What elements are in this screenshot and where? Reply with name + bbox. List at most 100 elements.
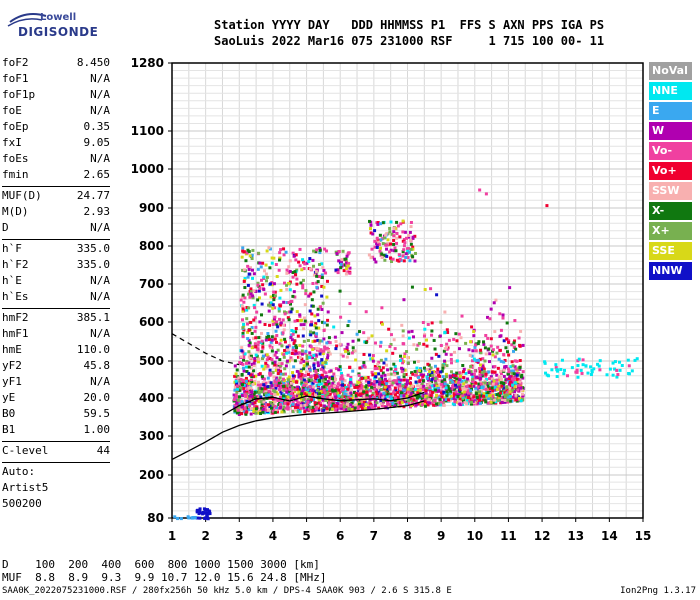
echo-point (367, 380, 371, 384)
echo-point (273, 360, 277, 364)
param-name: hmF1 (2, 327, 29, 340)
param-value: 45.8 (83, 359, 111, 372)
echo-point (314, 269, 318, 273)
echo-point (488, 352, 492, 356)
echo-point (389, 342, 393, 346)
echo-point (427, 401, 431, 405)
echo-point (323, 321, 327, 325)
echo-point (326, 353, 330, 357)
param-name: foEp (2, 120, 29, 133)
echo-point (288, 269, 292, 273)
echo-point (452, 397, 456, 401)
x-tick-label: 2 (201, 529, 209, 543)
echo-point (511, 383, 515, 387)
echo-point (333, 392, 337, 396)
echo-point (449, 357, 453, 361)
echo-point (380, 252, 384, 256)
echo-point (398, 385, 402, 389)
y-tick-label: 1000 (131, 162, 164, 176)
echo-point (247, 267, 251, 271)
echo-point (407, 235, 411, 239)
echo-point (292, 290, 296, 294)
echo-point (261, 410, 265, 414)
echo-point (294, 327, 298, 331)
echo-point (236, 408, 240, 412)
echo-point (447, 387, 451, 391)
echo-point (255, 394, 259, 398)
echo-point (341, 354, 345, 358)
echo-point (286, 316, 290, 320)
echo-point (310, 398, 314, 402)
echo-point (503, 395, 507, 399)
echo-point (293, 352, 297, 356)
param-row: h`F 335.0 (2, 242, 110, 258)
echo-point (407, 330, 411, 334)
echo-point (437, 373, 441, 377)
echo-point (389, 256, 393, 260)
echo-point (471, 377, 475, 381)
echo-point (371, 382, 375, 386)
echo-point (340, 258, 344, 262)
echo-point (627, 372, 631, 376)
echo-point (291, 348, 295, 352)
echo-point (420, 403, 424, 407)
echo-point (521, 398, 525, 402)
echo-point (326, 348, 330, 352)
echo-point (239, 386, 243, 390)
echo-point (513, 339, 517, 343)
echo-point (300, 268, 304, 272)
echo-point (373, 364, 377, 368)
echo-point (290, 351, 294, 355)
echo-point (274, 350, 278, 354)
echo-point (270, 358, 274, 362)
echo-point (482, 367, 486, 371)
echo-point (259, 395, 263, 399)
echo-point (316, 347, 320, 351)
echo-point (378, 246, 382, 250)
echo-point (242, 250, 246, 254)
echo-point (589, 365, 593, 369)
echo-point (425, 367, 429, 371)
echo-point (543, 361, 547, 365)
echo-point (369, 256, 373, 260)
echo-point (348, 266, 352, 270)
echo-point (320, 276, 324, 280)
echo-point (417, 368, 421, 372)
echo-point (273, 410, 277, 414)
echo-point (307, 388, 311, 392)
echo-point (314, 333, 318, 337)
echo-point (451, 387, 455, 391)
echo-point (272, 293, 276, 297)
y-tick-label: 1280 (131, 56, 164, 70)
echo-point (325, 346, 329, 350)
echo-point (461, 394, 465, 398)
echo-point (615, 368, 619, 372)
echo-point (353, 406, 357, 410)
echo-point (250, 257, 254, 261)
echo-point (438, 403, 442, 407)
echo-point (498, 312, 502, 316)
echo-point (405, 379, 409, 383)
echo-point (400, 357, 404, 361)
echo-point (426, 322, 430, 326)
echo-point (289, 398, 293, 402)
echo-point (260, 390, 264, 394)
echo-point (613, 367, 617, 371)
echo-point (240, 412, 244, 416)
echo-point (506, 398, 510, 402)
echo-point (500, 378, 504, 382)
echo-point (237, 376, 241, 380)
echo-point (618, 360, 622, 364)
echo-point (256, 281, 260, 285)
echo-point (401, 334, 405, 338)
echo-point (514, 393, 518, 397)
legend-item: NNW (649, 262, 692, 280)
echo-point (364, 403, 368, 407)
echo-point (476, 385, 480, 389)
echo-point (430, 378, 434, 382)
param-row: yF1 N/A (2, 375, 110, 391)
echo-point (268, 371, 272, 375)
echo-point (325, 407, 329, 411)
echo-point (260, 403, 264, 407)
echo-point (430, 333, 434, 337)
